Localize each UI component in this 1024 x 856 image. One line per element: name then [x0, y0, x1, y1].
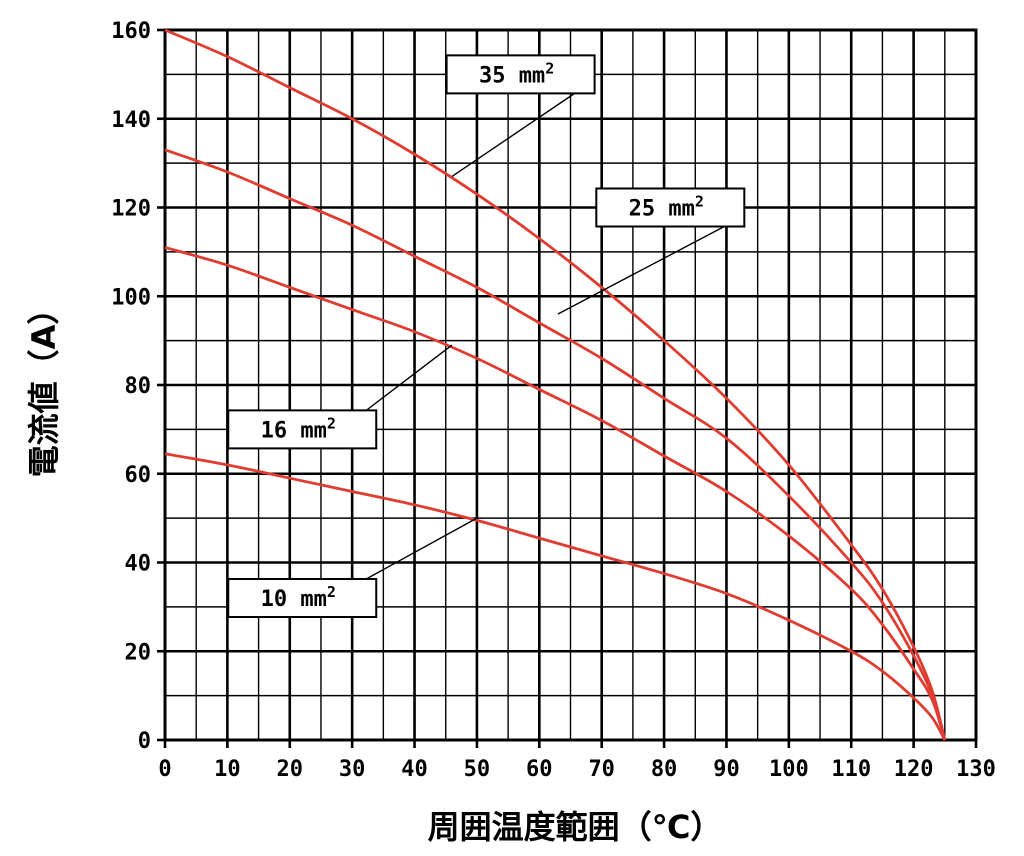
x-tick-label: 40 [401, 757, 428, 782]
callout-3: 16 mm2 [227, 344, 453, 450]
y-tick-label: 40 [125, 552, 152, 577]
x-tick-label: 0 [158, 757, 171, 782]
series-line-2 [164, 148, 947, 741]
y-tick-label: 160 [111, 19, 151, 44]
x-tick-label: 20 [277, 757, 304, 782]
x-tick-label: 120 [894, 757, 934, 782]
callout-leader-line [451, 92, 575, 178]
x-tick-label: 50 [464, 757, 491, 782]
x-tick-label: 110 [831, 757, 871, 782]
x-tick-label: 10 [214, 757, 241, 782]
y-tick-label: 0 [138, 729, 151, 754]
x-tick-label: 90 [713, 757, 740, 782]
callout-label-superscript: 2 [545, 59, 554, 77]
callout-2: 25 mm2 [557, 187, 746, 315]
y-tick-label: 140 [111, 108, 151, 133]
callout-4: 10 mm2 [227, 517, 478, 618]
grid [163, 28, 978, 742]
callout-box [595, 187, 746, 228]
callout-label: 35 mm2 [479, 59, 554, 88]
x-tick-label: 80 [651, 757, 678, 782]
series-lines [164, 28, 947, 741]
callout-1: 35 mm2 [445, 54, 596, 178]
series-line-3 [164, 246, 947, 741]
x-tick-label: 60 [526, 757, 553, 782]
callout-label-base: 10 mm [261, 587, 327, 612]
x-axis-title: 周囲温度範囲（℃） [428, 808, 723, 846]
y-axis-title: 電流値（A） [25, 293, 63, 478]
callout-label-superscript: 2 [327, 583, 336, 601]
y-tick-labels: 0 20 40 60 80 100 120 140 160 [111, 19, 151, 754]
callout-label-base: 35 mm [479, 63, 545, 88]
callout-label-base: 25 mm [629, 197, 695, 222]
callout-box [227, 409, 378, 450]
callout-label-base: 16 mm [261, 418, 327, 443]
callout-label-superscript: 2 [695, 193, 704, 211]
x-tick-labels: 0 10 20 30 40 50 60 70 80 90 100 110 120 130 [158, 757, 996, 782]
y-tick-label: 120 [111, 197, 151, 222]
x-tick-label: 130 [956, 757, 996, 782]
callout-leader-line [557, 225, 725, 315]
y-tick-label: 60 [125, 463, 152, 488]
axes [157, 28, 978, 748]
series-line-1 [164, 28, 947, 741]
callout-leader-line [365, 344, 453, 411]
y-tick-label: 80 [125, 374, 152, 399]
x-tick-label: 70 [588, 757, 615, 782]
callout-label: 10 mm2 [261, 583, 336, 612]
series-line-4 [164, 452, 947, 741]
callout-label: 16 mm2 [261, 414, 336, 443]
callout-box [227, 578, 378, 618]
y-tick-label: 100 [111, 285, 151, 310]
callout-label: 25 mm2 [629, 193, 704, 222]
y-tick-label: 20 [125, 640, 152, 665]
x-tick-label: 30 [339, 757, 366, 782]
callout-leader-line [365, 517, 478, 580]
x-tick-label: 100 [769, 757, 809, 782]
callout-box [445, 54, 596, 95]
callout-label-superscript: 2 [327, 414, 336, 432]
